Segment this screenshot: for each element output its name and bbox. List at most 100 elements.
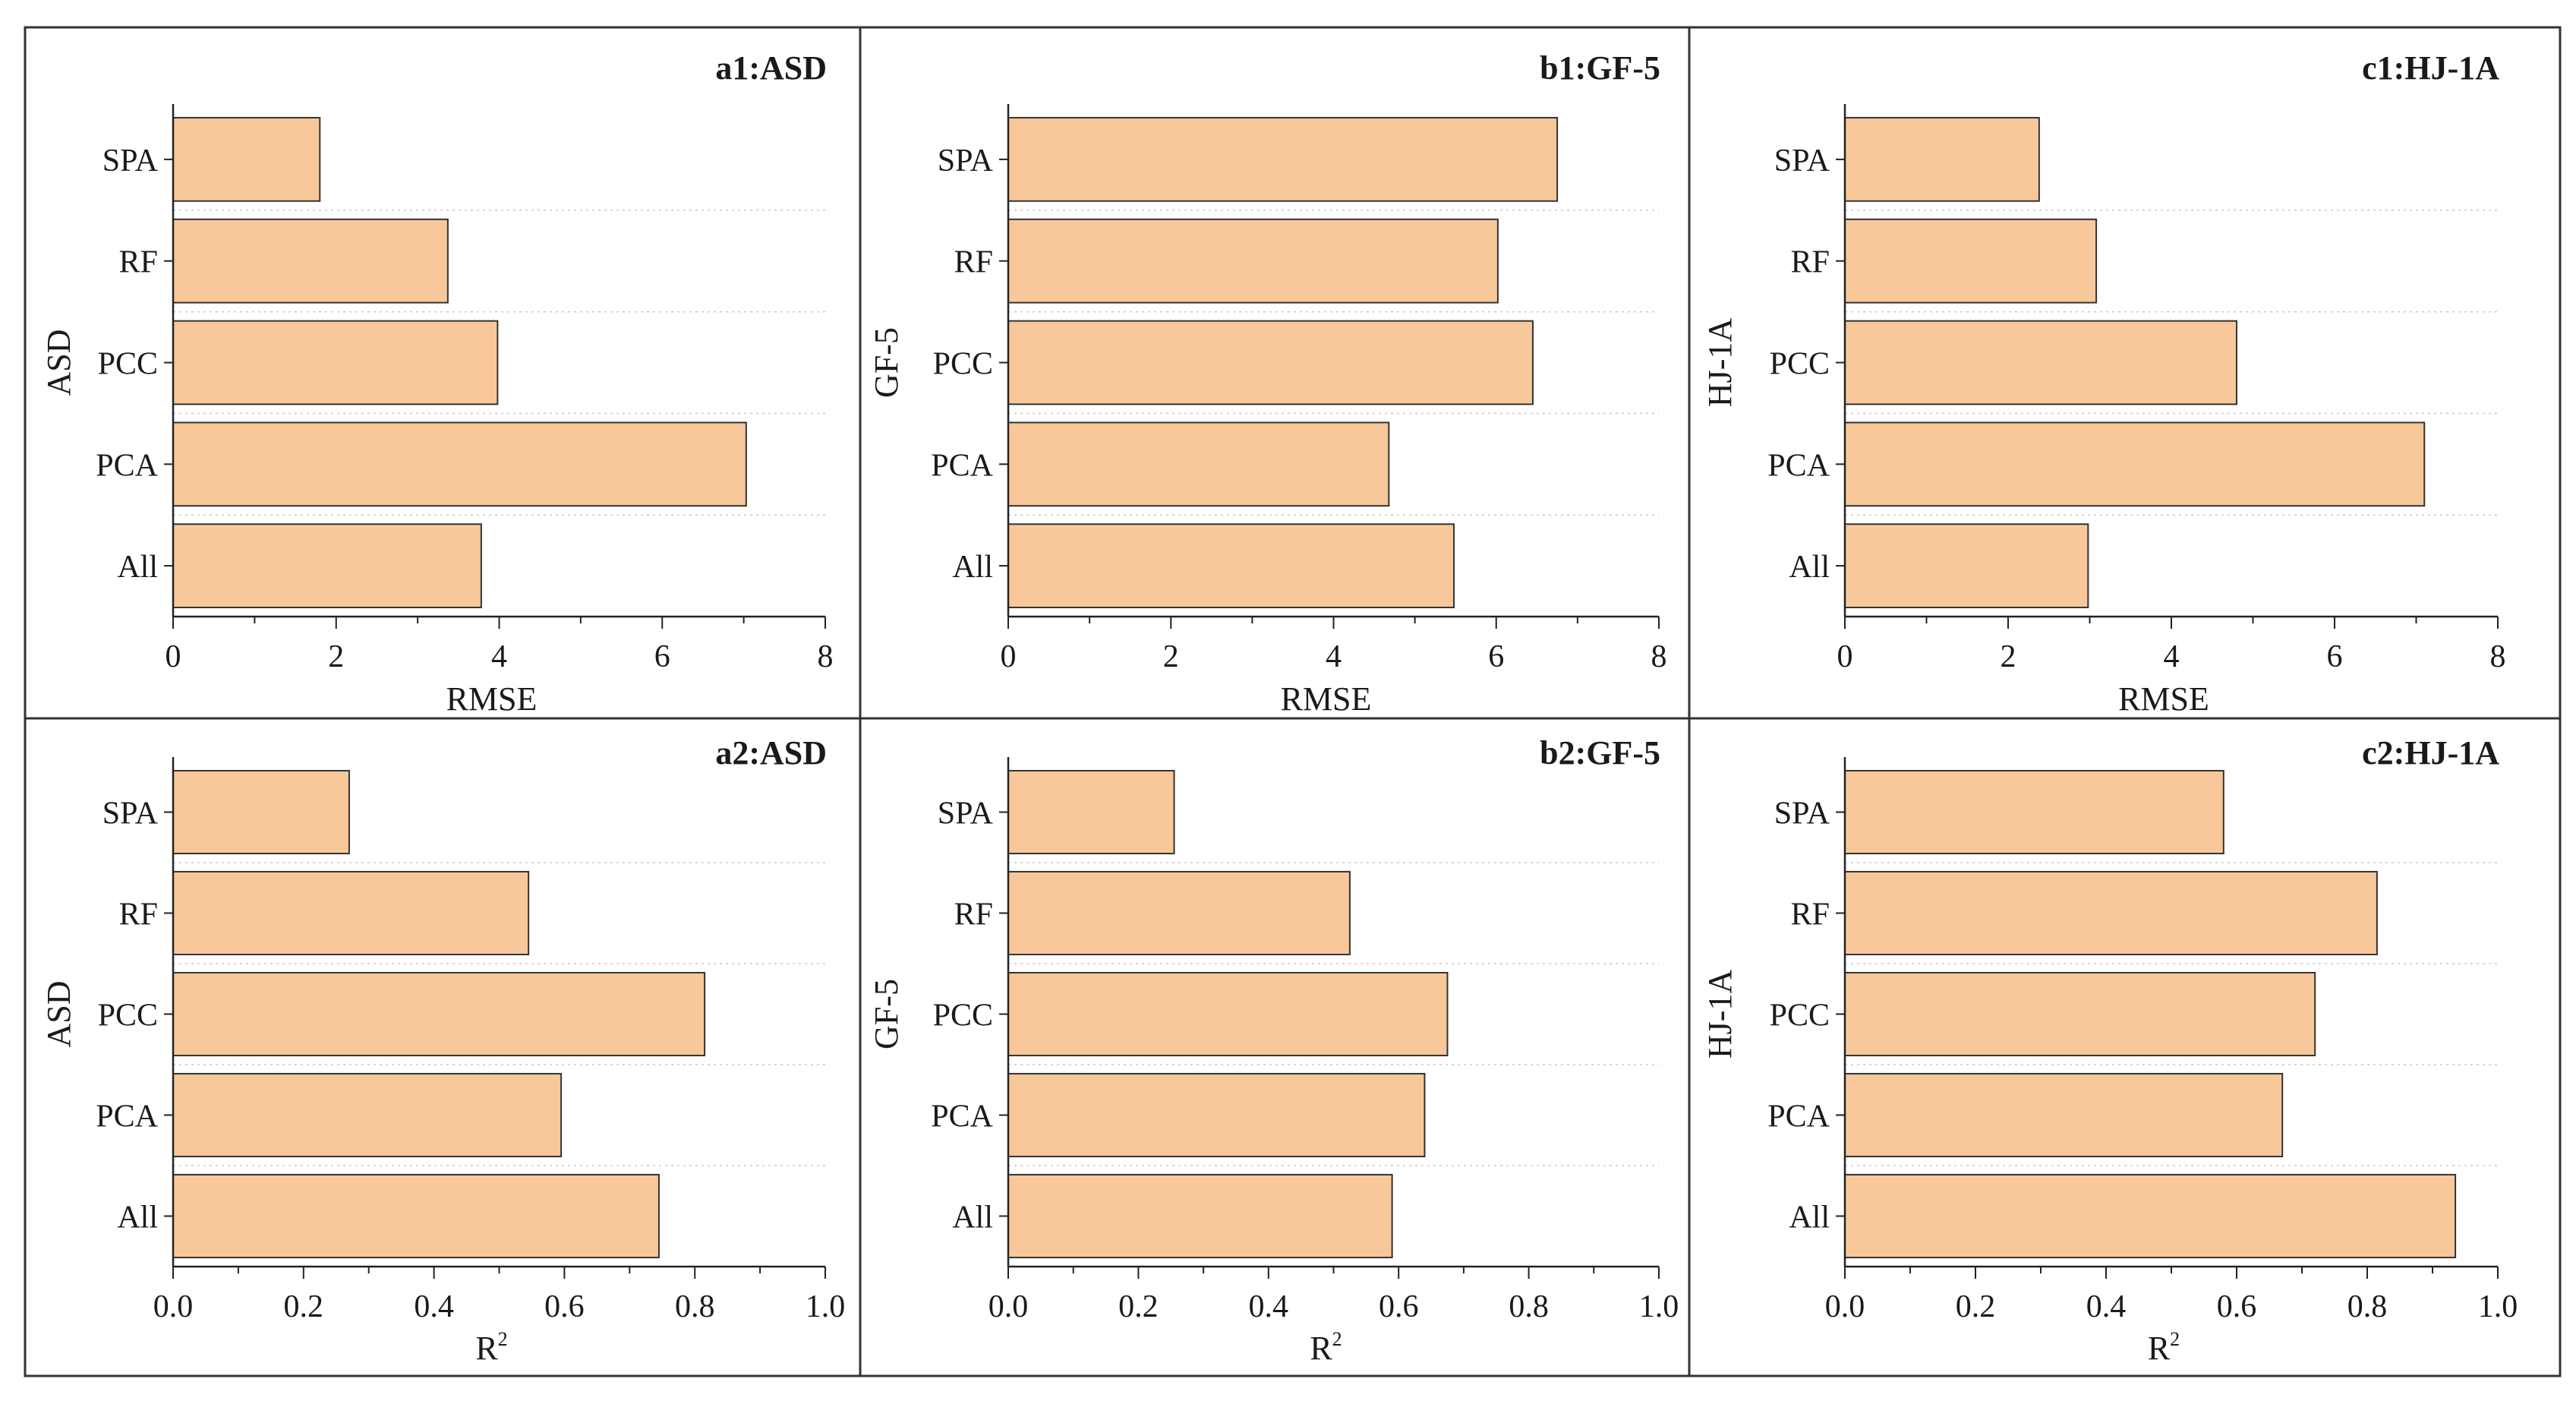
category-label: PCA (96, 1100, 158, 1134)
x-axis-title-text: R (1310, 1330, 1332, 1367)
category-label: SPA (1774, 797, 1830, 831)
category-label: All (1789, 1201, 1830, 1235)
bar-rf (1844, 218, 2098, 304)
y-axis-title: HJ-1A (1701, 318, 1739, 408)
bar-all (1844, 1173, 2457, 1259)
bar-rf (1007, 870, 1351, 956)
x-tick-label: 0.6 (2217, 1289, 2257, 1324)
x-tick-label: 6 (2327, 639, 2343, 674)
category-label: All (117, 1201, 158, 1235)
category-label: PCA (1767, 448, 1830, 483)
category-label: PCC (1770, 347, 1830, 382)
category-label: RF (954, 245, 993, 280)
panel-title: a1:ASD (715, 49, 827, 87)
category-label: PCC (98, 999, 158, 1033)
x-tick-label: 0.2 (1118, 1289, 1159, 1324)
x-axis-title: RMSE (2118, 680, 2209, 718)
bar-pca (1844, 1072, 2284, 1158)
x-tick-label: 2 (2001, 639, 2016, 674)
category-label: RF (1791, 245, 1830, 280)
category-label: RF (119, 898, 158, 932)
bar-pca (1007, 1072, 1426, 1158)
bar-all (172, 523, 482, 608)
bar-all (1844, 523, 2089, 608)
category-label: PCA (96, 448, 158, 483)
x-tick-label: 0.8 (675, 1289, 715, 1324)
bar-pcc (172, 320, 499, 405)
category-label: All (1789, 550, 1830, 585)
y-axis-title: ASD (40, 329, 77, 396)
x-tick-label: 8 (1651, 639, 1667, 674)
x-tick-label: 6 (654, 639, 670, 674)
category-label: All (952, 1201, 993, 1235)
category-label: RF (954, 898, 993, 932)
y-axis-title: GF-5 (868, 327, 905, 398)
bar-pcc (1844, 320, 2237, 405)
x-tick-label: 1.0 (1639, 1289, 1679, 1324)
x-tick-label: 8 (818, 639, 834, 674)
bar-all (1007, 1173, 1393, 1259)
x-axis-title-superscript: 2 (1332, 1328, 1342, 1350)
x-tick-label: 0.2 (1956, 1289, 1996, 1324)
x-tick-label: 8 (2490, 639, 2506, 674)
x-tick-label: 0.4 (414, 1289, 454, 1324)
bar-pcc (1007, 971, 1449, 1057)
x-axis-title: RMSE (1281, 680, 1372, 718)
category-label: PCC (98, 347, 158, 382)
x-axis-title-superscript: 2 (498, 1328, 508, 1350)
x-axis-title-text: RMSE (2118, 680, 2209, 718)
x-tick-label: 0.0 (1825, 1289, 1865, 1324)
bar-pcc (1844, 971, 2316, 1057)
bar-pca (1007, 421, 1390, 507)
x-tick-label: 0.2 (284, 1289, 324, 1324)
x-tick-label: 1.0 (2478, 1289, 2518, 1324)
category-label: PCC (1770, 999, 1830, 1033)
panel-title: c1:HJ-1A (2362, 49, 2499, 87)
y-axis-title: HJ-1A (1701, 970, 1739, 1059)
y-axis-title: GF-5 (868, 979, 905, 1049)
category-label: SPA (102, 797, 159, 831)
bar-spa (172, 769, 350, 855)
x-tick-label: 0 (166, 639, 181, 674)
bar-rf (1844, 870, 2378, 956)
panel-title: a2:ASD (715, 734, 827, 771)
x-tick-label: 0.8 (2347, 1289, 2388, 1324)
x-tick-label: 0.4 (1249, 1289, 1289, 1324)
category-label: PCA (931, 448, 993, 483)
x-tick-label: 1.0 (806, 1289, 846, 1324)
category-label: PCC (933, 999, 993, 1033)
bar-pcc (172, 971, 706, 1057)
x-tick-label: 2 (328, 639, 344, 674)
x-tick-label: 0.8 (1509, 1289, 1549, 1324)
bar-pca (172, 421, 747, 507)
bar-all (172, 1173, 660, 1259)
bar-pca (1844, 421, 2426, 507)
category-label: PCC (933, 347, 993, 382)
x-tick-label: 6 (1488, 639, 1504, 674)
x-tick-label: 0 (1001, 639, 1017, 674)
bar-spa (1007, 117, 1559, 202)
x-axis-title-superscript: 2 (2170, 1328, 2180, 1350)
category-label: SPA (938, 797, 994, 831)
panel-title: b2:GF-5 (1540, 734, 1660, 771)
category-label: PCA (1767, 1100, 1830, 1134)
x-tick-label: 0.6 (1379, 1289, 1419, 1324)
x-axis-title-text: R (2148, 1330, 2171, 1367)
x-tick-label: 0.0 (153, 1289, 194, 1324)
category-label: All (952, 550, 993, 585)
category-label: RF (119, 245, 158, 280)
category-label: PCA (931, 1100, 993, 1134)
x-axis-title: R2 (2148, 1328, 2180, 1367)
x-tick-label: 0 (1837, 639, 1853, 674)
category-label: RF (1791, 898, 1830, 932)
figure-frame (24, 26, 2562, 1377)
x-tick-label: 4 (491, 639, 507, 674)
bar-rf (1007, 218, 1499, 304)
panel-title: b1:GF-5 (1540, 49, 1660, 87)
x-axis-title: RMSE (446, 680, 538, 718)
x-tick-label: 4 (1326, 639, 1342, 674)
x-axis-title-text: RMSE (446, 680, 538, 718)
bar-spa (1007, 769, 1175, 855)
y-axis-title: ASD (40, 980, 77, 1047)
category-label: SPA (938, 144, 994, 178)
